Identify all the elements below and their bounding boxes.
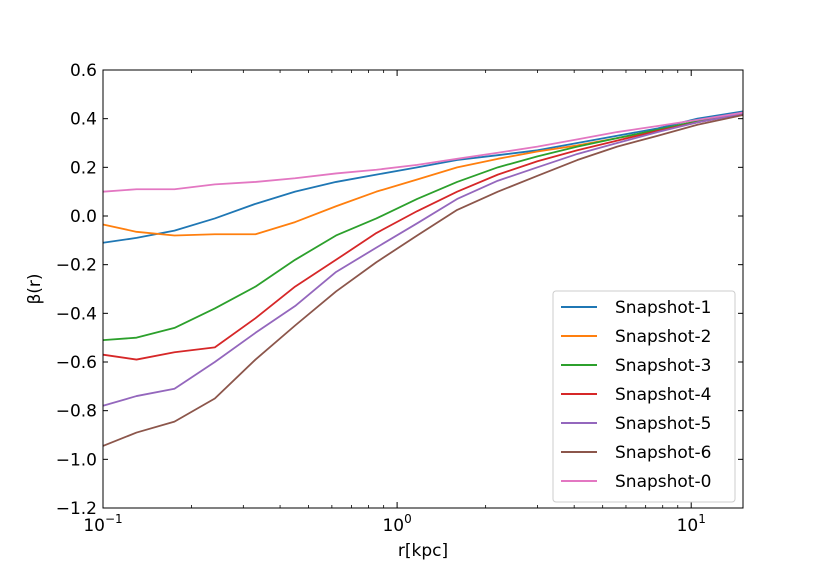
legend-label: Snapshot-5	[615, 414, 711, 434]
x-tick-label: 10−1	[83, 512, 122, 536]
tick-labels: −1.2 −1.0 −0.8 −0.6 −0.4 −0.2 0.0 0.2 0.4 0.6 10−1…	[56, 61, 706, 536]
plot-frame	[102, 69, 744, 509]
legend-box	[552, 290, 736, 503]
legend: Snapshot-1 Snapshot-2 Snapshot-3 Snapshot-4…	[552, 290, 736, 503]
legend-label: Snapshot-4	[615, 385, 711, 405]
y-tick-label: −0.8	[56, 402, 97, 422]
series-line-7	[102, 111, 744, 193]
plot-lines	[102, 110, 744, 447]
legend-label: Snapshot-2	[615, 327, 711, 347]
series-line-3	[102, 112, 744, 341]
y-tick-label: −1.2	[56, 499, 97, 519]
y-tick-label: 0.0	[70, 207, 97, 227]
axis-ticks	[102, 69, 743, 509]
y-tick-label: −0.2	[56, 256, 97, 276]
y-tick-label: 0.4	[70, 110, 97, 130]
legend-label: Snapshot-3	[615, 356, 711, 376]
y-tick-label: −0.6	[56, 353, 97, 373]
x-tick-label: 101	[677, 512, 706, 536]
series-line-5	[102, 112, 744, 407]
y-tick-label: −1.0	[56, 450, 97, 470]
legend-label: Snapshot-0	[615, 472, 711, 492]
y-tick-label: 0.2	[70, 158, 97, 178]
legend-label: Snapshot-1	[615, 298, 711, 318]
series-line-4	[102, 112, 744, 361]
legend-label: Snapshot-6	[615, 443, 711, 463]
y-tick-label: 0.6	[70, 61, 97, 81]
x-tick-label: 100	[382, 512, 411, 536]
x-axis-label: r[kpc]	[398, 541, 448, 561]
y-tick-label: −0.4	[56, 304, 97, 324]
y-axis-label: β(r)	[25, 273, 45, 304]
series-line-1	[102, 110, 744, 244]
series-line-6	[102, 114, 744, 447]
